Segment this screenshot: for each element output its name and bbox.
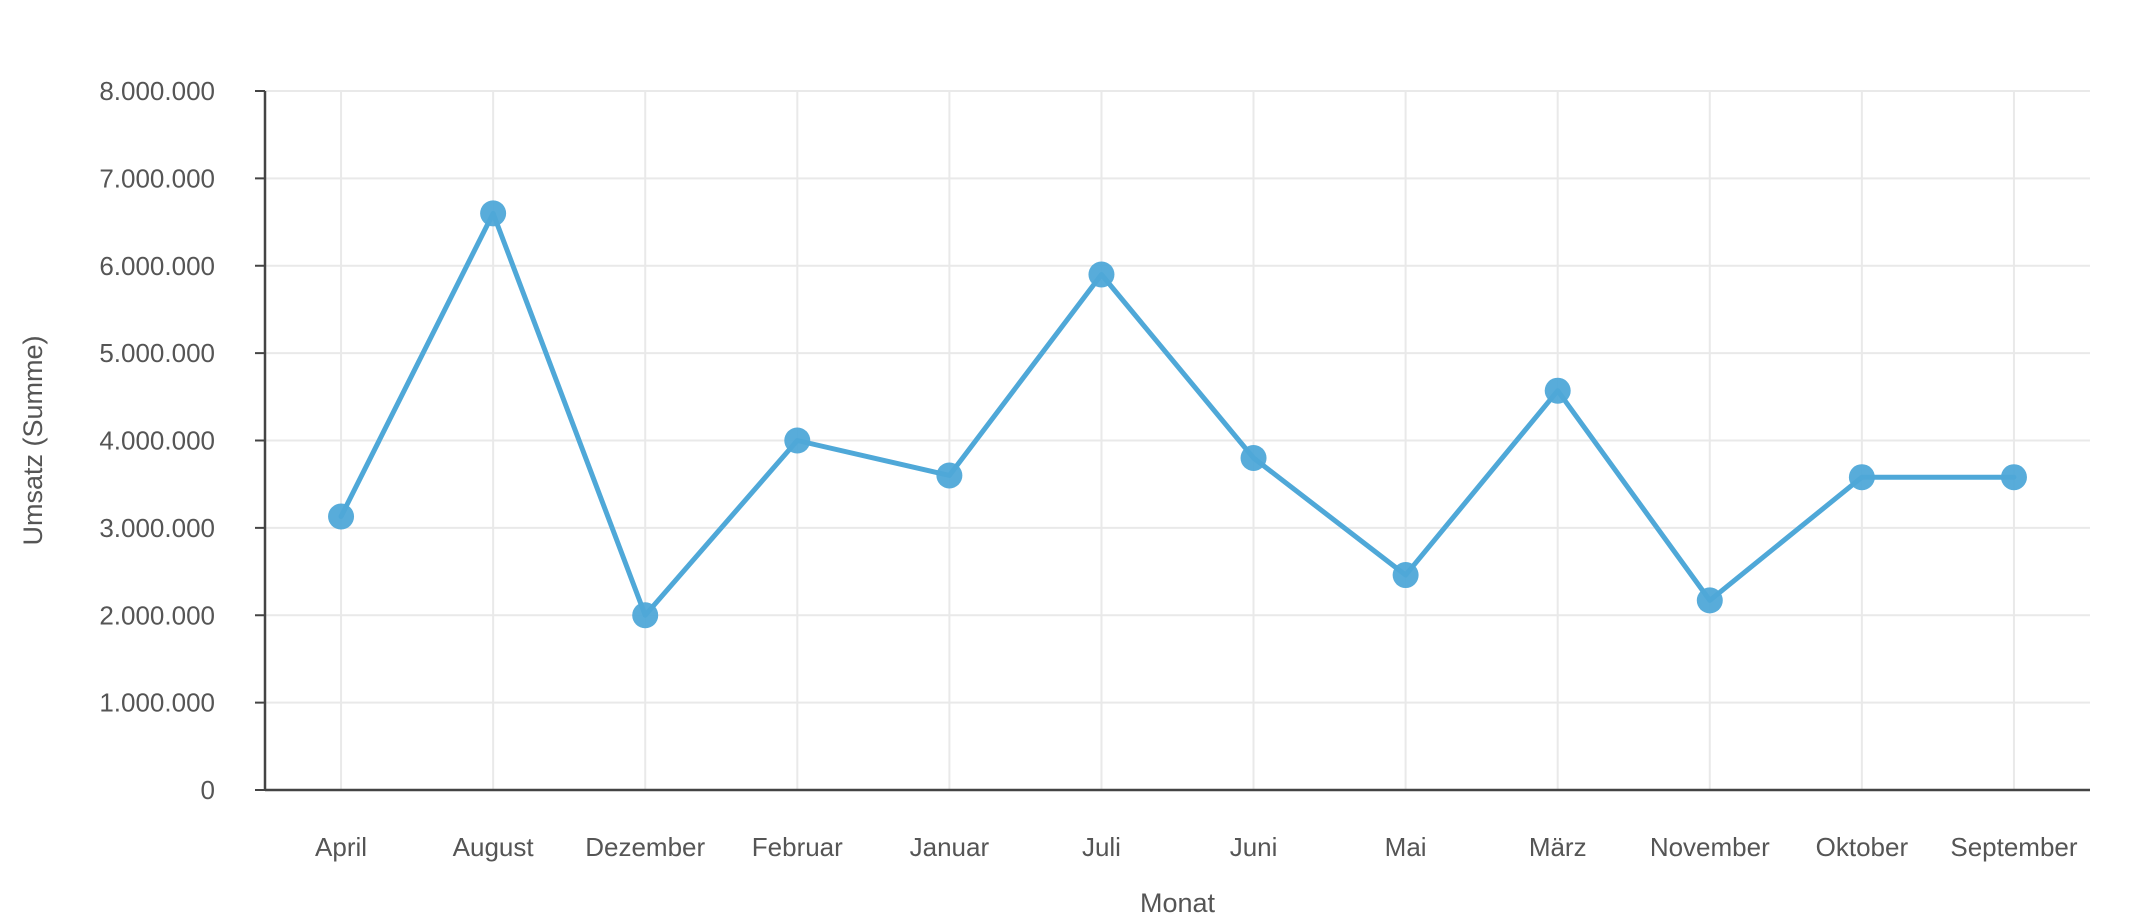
x-tick-label: Februar: [752, 832, 843, 862]
x-tick-label: Oktober: [1816, 832, 1909, 862]
x-tick-label: März: [1529, 832, 1587, 862]
y-tick-label: 7.000.000: [99, 163, 215, 193]
data-point[interactable]: [1544, 377, 1571, 404]
vertical-gridlines: [340, 91, 2015, 790]
axes: [255, 90, 2090, 792]
y-axis-title: Umsatz (Summe): [18, 335, 48, 545]
x-tick-label: Juli: [1082, 832, 1121, 862]
x-tick-label: November: [1650, 832, 1770, 862]
x-tick-label: Januar: [910, 832, 990, 862]
data-point[interactable]: [1240, 444, 1267, 471]
y-axis-tick-labels: 0 1.000.000 2.000.000 3.000.000 4.000.000 5.0…: [99, 76, 215, 805]
x-tick-label: Juni: [1230, 832, 1278, 862]
x-tick-label: April: [315, 832, 367, 862]
data-point[interactable]: [480, 200, 507, 227]
y-tick-label: 5.000.000: [99, 338, 215, 368]
x-axis-title: Monat: [1140, 888, 1216, 918]
data-point[interactable]: [1088, 261, 1115, 288]
x-tick-label: August: [453, 832, 535, 862]
y-tick-label: 3.000.000: [99, 513, 215, 543]
x-tick-label: September: [1950, 832, 2078, 862]
x-tick-label: Mai: [1385, 832, 1427, 862]
data-point[interactable]: [1392, 562, 1419, 589]
y-tick-label: 1.000.000: [99, 688, 215, 718]
x-axis-tick-labels: April August Dezember Februar Januar Juli Juni…: [315, 832, 2078, 862]
y-tick-label: 4.000.000: [99, 426, 215, 456]
data-point[interactable]: [1696, 587, 1723, 614]
y-tick-label: 2.000.000: [99, 600, 215, 630]
data-point[interactable]: [328, 503, 355, 530]
horizontal-gridlines: [265, 90, 2090, 704]
x-tick-label: Dezember: [585, 832, 705, 862]
data-point[interactable]: [784, 427, 811, 454]
y-tick-label: 0: [201, 775, 215, 805]
y-tick-label: 6.000.000: [99, 251, 215, 281]
data-point[interactable]: [1848, 464, 1875, 491]
data-point[interactable]: [2000, 464, 2027, 491]
data-point[interactable]: [936, 462, 963, 489]
series-layer: [328, 200, 2027, 629]
series-line: [338, 210, 2017, 618]
data-point[interactable]: [632, 602, 659, 629]
y-tick-label: 8.000.000: [99, 76, 215, 106]
